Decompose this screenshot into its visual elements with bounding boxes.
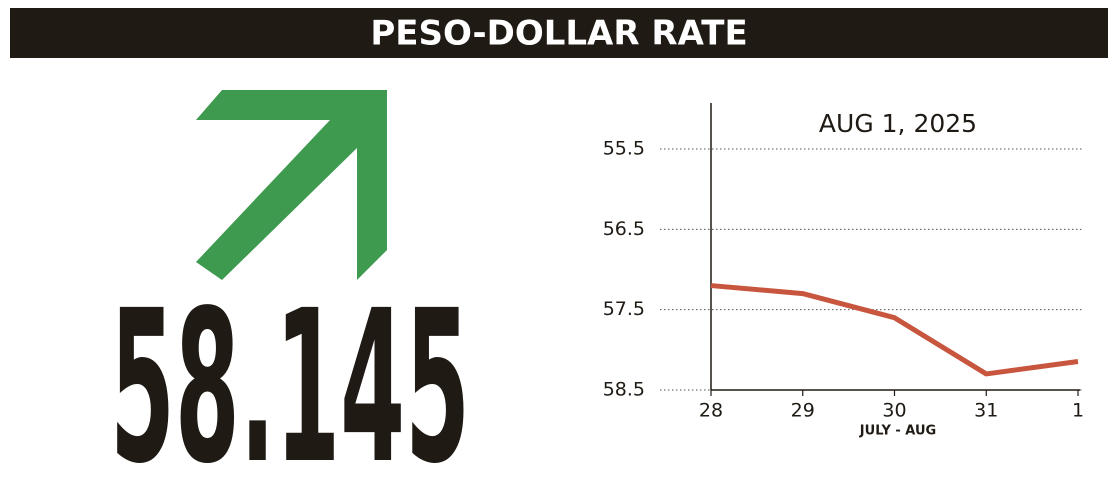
x-tick-label: 29 bbox=[791, 400, 815, 422]
headline-rate: 58.145 bbox=[110, 265, 470, 495]
y-tick-label: 57.5 bbox=[603, 298, 645, 320]
y-tick-label: 58.5 bbox=[603, 379, 645, 401]
x-tick-label: 30 bbox=[882, 400, 906, 422]
x-tick-label: 31 bbox=[974, 400, 998, 422]
chart-title: PESO-DOLLAR RATE bbox=[370, 14, 747, 54]
x-axis-label: JULY - AUG bbox=[859, 424, 936, 439]
x-tick-label: 1 bbox=[1072, 400, 1084, 422]
y-tick-label: 56.5 bbox=[603, 218, 645, 240]
x-tick-label: 28 bbox=[699, 400, 723, 422]
y-tick-label: 55.5 bbox=[603, 138, 645, 160]
up-arrow bbox=[196, 90, 387, 280]
title-bar bbox=[10, 8, 1108, 58]
rate-line bbox=[710, 283, 1079, 377]
annotation: AUG 1, 2025 bbox=[819, 109, 977, 138]
